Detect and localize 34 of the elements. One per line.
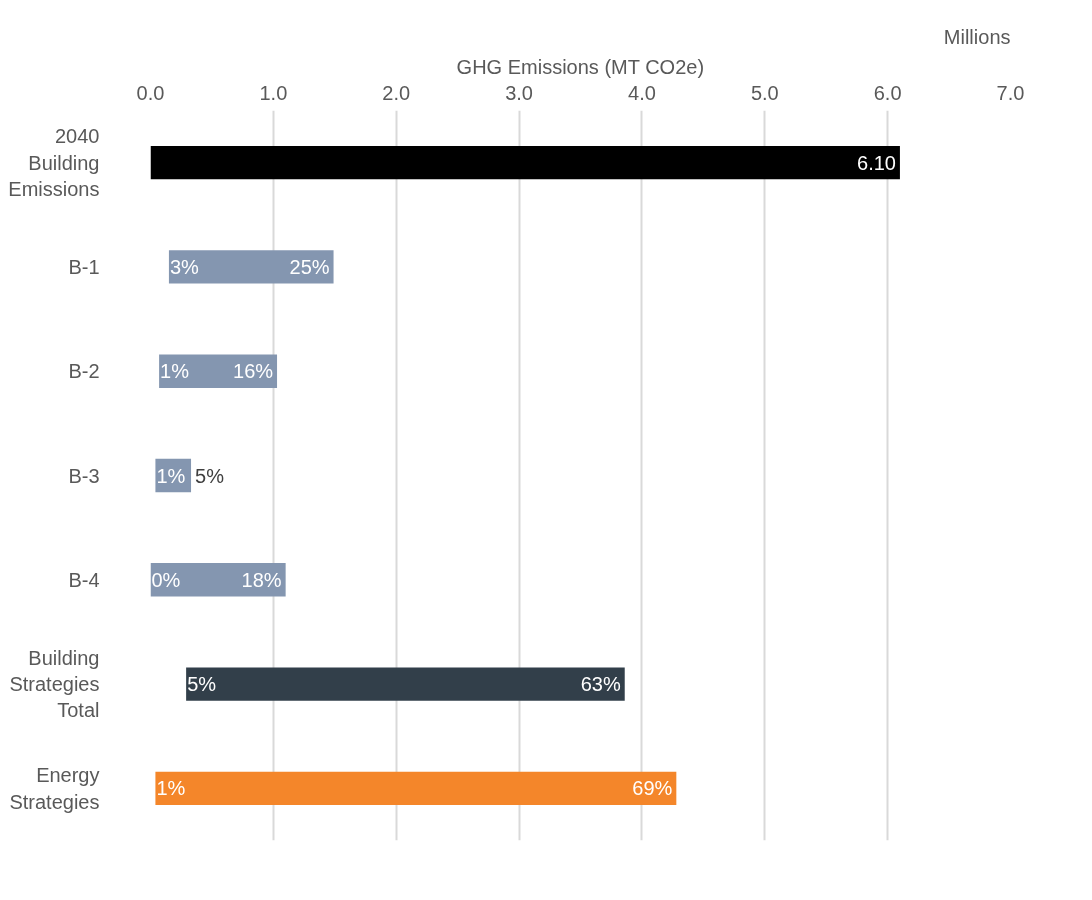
annotation: 16% [233,360,274,383]
x-axis-title: GHG Emissions (MT CO2e) [456,55,705,78]
x-tick-label: 6.0 [873,81,902,104]
annotation: 63% [580,673,621,696]
annotation: 0% [151,568,181,591]
x-tick-label: 0.0 [136,81,165,104]
bar [155,771,677,806]
annotation: 18% [241,568,282,591]
x-tick-label: 2.0 [382,81,411,104]
bar [168,250,334,284]
annotation: 3% [169,255,200,278]
y-tick-label: Energy Strategies [9,764,100,813]
y-tick-label: B-1 [68,255,100,278]
bar [150,145,900,180]
annotation: 1% [156,464,186,487]
x-tick-label: 1.0 [259,81,288,104]
bar [186,667,625,701]
data-label: 6.10 [857,151,896,174]
y-tick-label: B-2 [68,360,100,383]
annotation: 1% [156,777,186,800]
x-tick-label: 7.0 [996,81,1025,104]
annotation: 5% [195,464,225,487]
y-tick-label: 2040 Building Emissions [8,125,100,201]
annotation: 1% [160,360,190,383]
y-tick-label: B-3 [68,464,100,487]
annotation: 5% [187,673,217,696]
x-tick-label: 4.0 [628,81,656,104]
text: Millions [943,25,1011,48]
y-tick-label: B-4 [68,568,100,591]
annotation: 25% [289,255,330,278]
y-tick-label: Building Strategies Total [9,646,100,722]
x-tick-label: 5.0 [750,81,779,104]
x-tick-label: 3.0 [505,81,533,104]
annotation: 69% [632,777,673,800]
